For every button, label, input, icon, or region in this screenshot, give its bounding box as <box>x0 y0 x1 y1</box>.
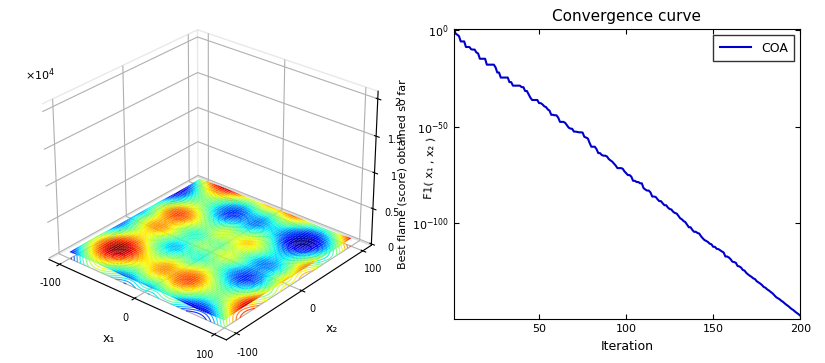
Text: $\times10^4$: $\times10^4$ <box>25 67 55 83</box>
X-axis label: Iteration: Iteration <box>601 340 653 353</box>
Title: Convergence curve: Convergence curve <box>553 9 701 24</box>
Legend: COA: COA <box>714 35 794 61</box>
Y-axis label: x₂: x₂ <box>325 322 337 335</box>
Y-axis label: Best flame (score) obtained so far: Best flame (score) obtained so far <box>398 79 408 269</box>
X-axis label: x₁: x₁ <box>103 332 116 345</box>
